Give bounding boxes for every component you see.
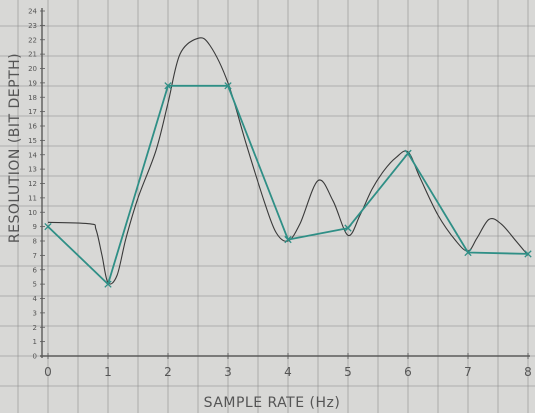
x-tick-label: 3 (224, 365, 232, 379)
x-tick-label: 4 (284, 365, 292, 379)
sample-point-marker (464, 248, 472, 257)
y-tick-label: 11 (28, 194, 37, 202)
y-tick-label: 20 (28, 65, 37, 73)
sample-point-marker (284, 235, 292, 244)
axes (40, 8, 530, 358)
y-tick-label: 24 (28, 8, 37, 16)
y-tick-label: 1 (33, 338, 37, 346)
y-tick-label: 4 (33, 295, 38, 303)
x-axis-title: SAMPLE RATE (Hz) (204, 395, 341, 411)
sample-point-marker (104, 280, 112, 288)
sample-point-marker (524, 250, 532, 258)
analog-curve (47, 37, 529, 285)
y-tick-label: 19 (28, 79, 37, 87)
sample-point-marker (404, 149, 412, 157)
y-tick-label: 16 (28, 123, 37, 131)
x-tick-label: 1 (104, 365, 112, 379)
x-tick-label: 2 (164, 365, 172, 379)
y-tick-label: 22 (28, 36, 37, 44)
y-axis-title: RESOLUTION (BIT DEPTH) (7, 53, 23, 243)
y-tick-label: 18 (28, 94, 37, 102)
y-tick-label: 21 (28, 51, 37, 59)
sample-point-marker (164, 82, 172, 90)
y-tick-label: 14 (28, 151, 37, 159)
sample-point-marker (224, 82, 232, 90)
y-tick-label: 9 (33, 223, 37, 231)
y-tick-label: 17 (28, 108, 37, 116)
sample-point-marker (344, 224, 352, 232)
y-tick-label: 5 (33, 281, 37, 289)
series (44, 37, 532, 288)
x-tick-label: 0 (44, 365, 52, 379)
sample-point-marker (44, 222, 52, 231)
x-tick-labels: 0 1 2 3 4 5 6 7 8 (44, 353, 532, 379)
y-tick-label: 10 (28, 209, 37, 217)
y-tick-label: 12 (28, 180, 37, 188)
y-tick-label: 23 (28, 22, 37, 30)
x-tick-label: 7 (464, 365, 472, 379)
y-tick-label: 6 (33, 266, 38, 274)
y-tick-label: 2 (33, 324, 37, 332)
y-tick-label: 15 (28, 137, 37, 145)
x-tick-label: 6 (404, 365, 412, 379)
y-tick-label: 7 (33, 252, 37, 260)
y-tick-label: 0 (33, 353, 37, 361)
x-tick-label: 5 (344, 365, 352, 379)
x-tick-label: 8 (524, 365, 532, 379)
y-tick-label: 8 (33, 238, 37, 246)
y-tick-label: 13 (28, 166, 37, 174)
y-tick-label: 3 (33, 309, 37, 317)
